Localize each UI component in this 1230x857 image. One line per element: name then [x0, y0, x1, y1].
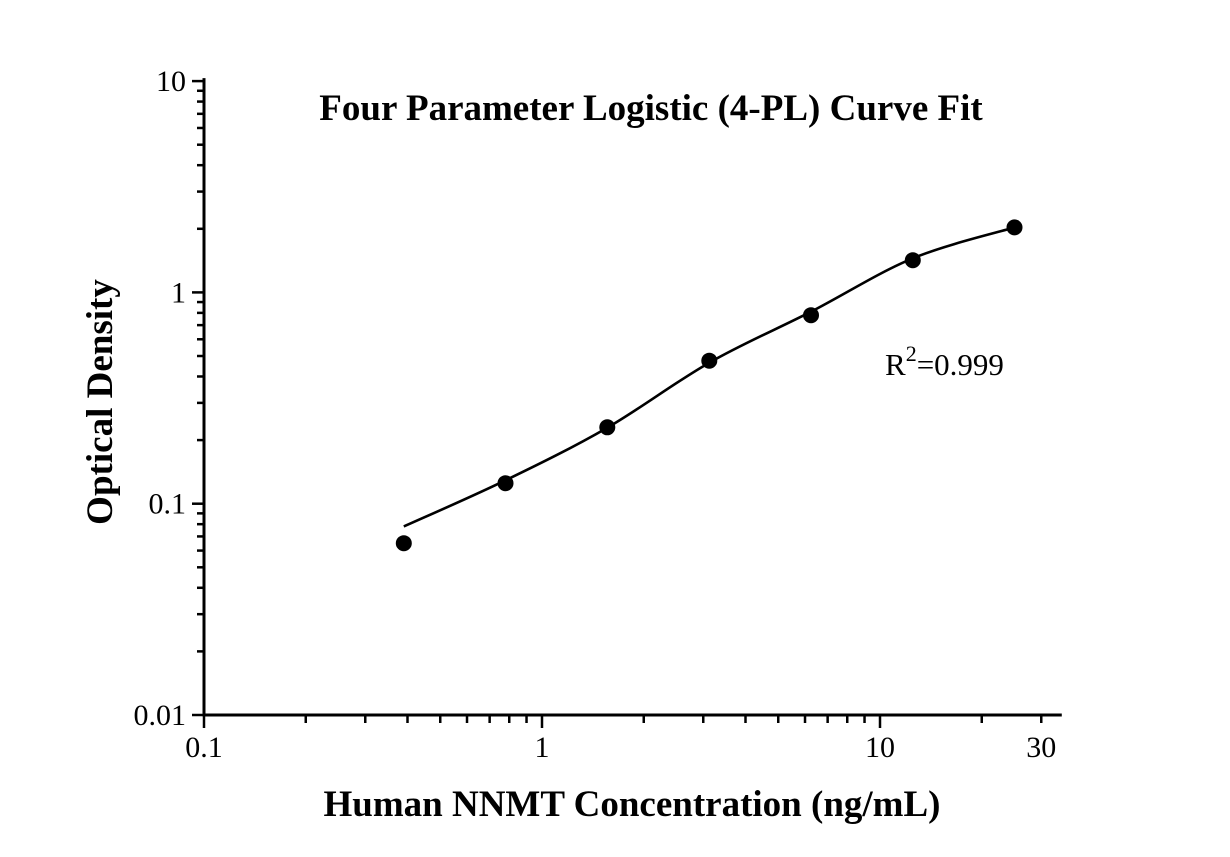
data-point — [599, 419, 616, 436]
x-axis-title: Human NNMT Concentration (ng/mL) — [323, 784, 940, 825]
y-tick-label: 1 — [171, 276, 186, 309]
data-point — [803, 307, 819, 324]
r-squared-superscript: 2 — [906, 341, 917, 366]
x-tick-label: 30 — [1026, 731, 1056, 764]
data-point — [497, 475, 514, 492]
x-tick-label: 1 — [535, 731, 550, 764]
r-squared-annotation: R2=0.999 — [885, 341, 1004, 382]
x-tick-label: 0.1 — [185, 731, 223, 764]
data-point — [395, 535, 412, 552]
data-point — [1006, 219, 1023, 236]
r-squared-base: R — [885, 347, 906, 382]
data-point — [701, 352, 718, 369]
y-axis-title: Optical Density — [80, 279, 121, 525]
y-tick-label: 0.01 — [134, 699, 187, 732]
y-tick-label: 10 — [156, 65, 186, 98]
x-tick-label: 10 — [865, 731, 895, 764]
chart-title: Four Parameter Logistic (4-PL) Curve Fit — [319, 88, 983, 129]
data-point — [904, 252, 921, 269]
y-tick-label: 0.1 — [149, 488, 187, 521]
r-squared-value: =0.999 — [917, 347, 1004, 382]
